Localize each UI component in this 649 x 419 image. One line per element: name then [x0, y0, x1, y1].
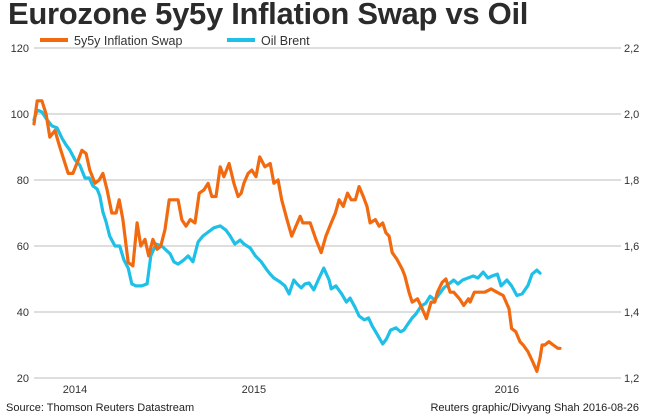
left-tick-label: 120	[11, 43, 29, 55]
gridlines	[34, 47, 621, 379]
left-axis: 20 40 60 80 100 120	[11, 43, 29, 385]
left-tick-label: 80	[17, 175, 29, 187]
x-axis: 2014 2015 2016	[63, 384, 519, 396]
legend-label: 5y5y Inflation Swap	[74, 34, 182, 48]
series-line-5y5y-inflation-swap	[32, 99, 562, 373]
right-tick-label: 1,6	[624, 241, 639, 253]
credit-note: Reuters graphic/Divyang Shah 2016-08-26	[430, 402, 639, 414]
x-tick-label: 2015	[242, 384, 266, 396]
right-tick-label: 2,2	[624, 43, 639, 55]
source-note: Source: Thomson Reuters Datastream	[6, 402, 195, 414]
right-axis: 1,2 1,4 1,6 1,8 2,0 2,2	[624, 43, 639, 385]
right-tick-label: 2,0	[624, 109, 639, 121]
right-tick-label: 1,4	[624, 307, 639, 319]
right-tick-label: 1,8	[624, 175, 639, 187]
x-tick-label: 2014	[63, 384, 87, 396]
x-tick-label: 2016	[495, 384, 519, 396]
series-layer	[32, 99, 562, 373]
series-line-oil-brent	[32, 108, 542, 346]
chart-title: Eurozone 5y5y Inflation Swap vs Oil	[8, 0, 529, 31]
left-tick-label: 100	[11, 109, 29, 121]
left-tick-label: 20	[17, 373, 29, 385]
right-tick-label: 1,2	[624, 373, 639, 385]
left-tick-label: 60	[17, 241, 29, 253]
legend-label: Oil Brent	[261, 34, 310, 48]
left-tick-label: 40	[17, 307, 29, 319]
legend: 5y5y Inflation Swap Oil Brent	[40, 34, 310, 48]
